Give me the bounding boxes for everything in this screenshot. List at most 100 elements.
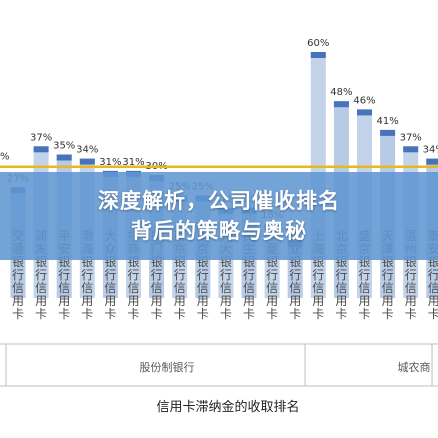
category-label-char: 卡 (197, 307, 209, 321)
category-label-char: 信 (335, 281, 347, 295)
category-label-char: 信 (358, 281, 370, 295)
category-label-char: 行 (405, 268, 417, 282)
category-label-char: 行 (358, 268, 370, 282)
category-label-char: 用 (197, 294, 209, 308)
value-label: 37% (400, 132, 422, 143)
category-label-char: 信 (382, 281, 394, 295)
category-label-char: 用 (127, 294, 139, 308)
bar-cap (56, 154, 72, 161)
category-label-char: 卡 (428, 307, 438, 321)
category-label-char: 信 (81, 281, 93, 295)
bar-cap (426, 158, 438, 165)
category-label-char: 信 (104, 281, 116, 295)
category-label-char: 信 (405, 281, 417, 295)
bar-cap (357, 109, 372, 116)
category-label-char: 信 (35, 281, 47, 295)
category-label-char: 行 (289, 268, 301, 282)
value-label: 34% (76, 145, 98, 156)
category-label-char: 用 (266, 294, 278, 308)
category-label-char: 行 (35, 268, 47, 282)
category-label-char: 行 (104, 268, 116, 282)
bar-cap (33, 146, 49, 153)
category-label-char: 用 (382, 294, 394, 308)
category-label-char: 信 (197, 281, 209, 295)
category-label-char: 用 (358, 294, 370, 308)
category-label-char: 卡 (243, 307, 255, 321)
category-label-char: 用 (220, 294, 232, 308)
value-label: 48% (330, 87, 352, 98)
value-label-partial: % (0, 152, 10, 163)
bar-cap (380, 129, 396, 136)
category-label-char: 行 (428, 268, 438, 282)
category-label-char: 用 (289, 294, 301, 308)
category-label-char: 用 (405, 294, 417, 308)
category-label-char: 用 (335, 294, 347, 308)
value-label: 37% (30, 132, 52, 143)
category-label-char: 卡 (127, 307, 139, 321)
category-label-char: 卡 (382, 307, 394, 321)
category-label-char: 行 (312, 268, 324, 282)
category-label-char: 用 (312, 294, 324, 308)
category-label-char: 行 (382, 268, 394, 282)
category-label-char: 行 (12, 268, 24, 282)
category-label-char: 卡 (12, 307, 24, 321)
category-label-char: 卡 (405, 307, 417, 321)
category-label-char: 行 (266, 268, 278, 282)
category-label-char: 用 (428, 294, 438, 308)
category-label-char: 用 (12, 294, 24, 308)
category-label-char: 用 (58, 294, 70, 308)
category-label-char: 行 (127, 268, 139, 282)
group-label: 股份制银行 (140, 360, 195, 374)
category-label-char: 用 (151, 294, 163, 308)
chart-title: 信用卡滞纳金的收取排名 (156, 399, 299, 415)
category-label-char: 卡 (289, 307, 301, 321)
category-label-char: 卡 (174, 307, 186, 321)
category-label-char: 信 (243, 281, 255, 295)
value-label: 41% (376, 116, 398, 127)
value-label: 34% (423, 145, 438, 156)
category-label-char: 银 (428, 255, 438, 269)
category-label-char: 卡 (81, 307, 93, 321)
category-label-char: 信 (12, 281, 24, 295)
category-label-char: 行 (197, 268, 209, 282)
category-label-char: 信 (151, 281, 163, 295)
category-label-char: 信 (266, 281, 278, 295)
category-label-char: 行 (151, 268, 163, 282)
category-label-char: 卡 (312, 307, 324, 321)
bar-cap (79, 158, 95, 165)
category-label-char: 行 (243, 268, 255, 282)
category-label-char: 卡 (104, 307, 116, 321)
category-label-char: 卡 (35, 307, 47, 321)
value-label: 60% (307, 38, 329, 49)
category-label-char: 卡 (151, 307, 163, 321)
category-label-char: 用 (104, 294, 116, 308)
bar-cap (310, 52, 326, 58)
headline-line-1: 深度解析，公司催收排名 (98, 189, 340, 213)
category-label-char: 信 (289, 281, 301, 295)
category-label-char: 信 (428, 281, 438, 295)
bar-cap (333, 101, 349, 108)
category-label-char: 卡 (58, 307, 70, 321)
category-label-char: 用 (243, 294, 255, 308)
category-label-char: 行 (174, 268, 186, 282)
value-label: 35% (53, 141, 75, 152)
category-label-char: 卡 (266, 307, 278, 321)
category-label-char: 信 (174, 281, 186, 295)
value-label: 46% (353, 95, 375, 106)
category-label-char: 卡 (335, 307, 347, 321)
category-label-char: 卡 (358, 307, 370, 321)
category-label-char: 信 (220, 281, 232, 295)
category-label-char: 行 (335, 268, 347, 282)
category-label-char: 行 (58, 268, 70, 282)
headline-banner: 深度解析，公司催收排名 背后的策略与奥秘 (0, 172, 438, 260)
category-label-char: 信 (58, 281, 70, 295)
category-label-char: 行 (220, 268, 232, 282)
category-label-char: 用 (35, 294, 47, 308)
category-label-char: 信 (127, 281, 139, 295)
group-label: 城农商 (398, 360, 431, 374)
category-label-char: 信 (312, 281, 324, 295)
category-label-char: 卡 (220, 307, 232, 321)
headline-line-2: 背后的策略与奥秘 (131, 219, 307, 243)
category-label-char: 行 (81, 268, 93, 282)
category-label-char: 用 (174, 294, 186, 308)
